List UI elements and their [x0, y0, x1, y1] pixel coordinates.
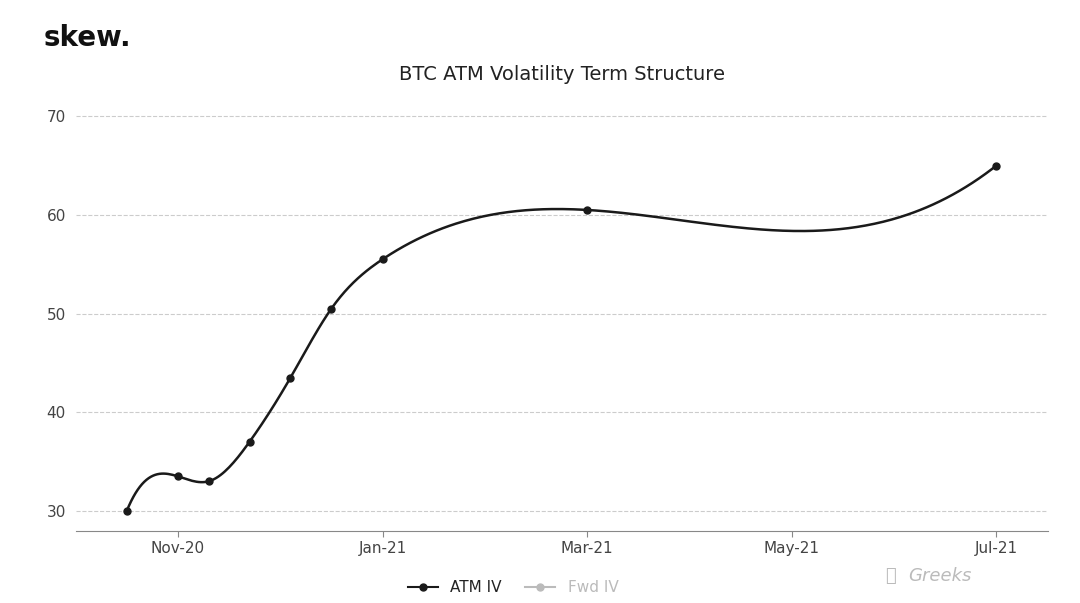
Legend: ATM IV, Fwd IV: ATM IV, Fwd IV — [402, 574, 624, 601]
Text: Greeks: Greeks — [908, 567, 972, 585]
Text: ⛳: ⛳ — [886, 567, 896, 585]
Text: skew.: skew. — [43, 24, 131, 52]
Title: BTC ATM Volatility Term Structure: BTC ATM Volatility Term Structure — [399, 65, 725, 84]
